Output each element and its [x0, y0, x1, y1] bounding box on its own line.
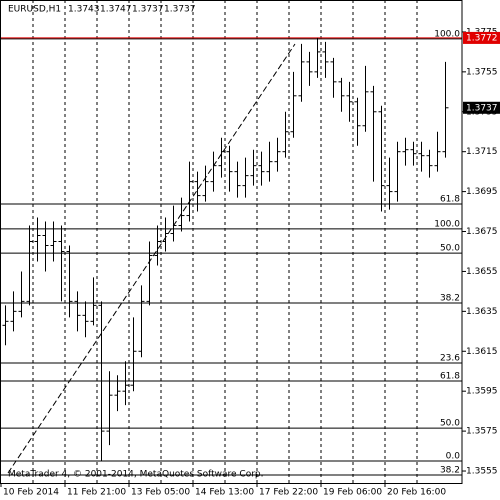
- y-tick-label: 1.3655: [466, 267, 498, 277]
- level-label: 38.2: [440, 293, 460, 303]
- x-tick-label: 11 Feb 21:00: [67, 488, 126, 498]
- watermark: MetaTrader 4, © 2001-2014, MetaQuotes So…: [8, 470, 264, 480]
- level-label: 50.0: [440, 419, 460, 429]
- x-tick-label: 17 Feb 22:00: [259, 488, 318, 498]
- symbol: EURUSD,H1: [8, 5, 61, 15]
- trend-line: [7, 43, 296, 474]
- quote-close: 1.3737: [164, 5, 196, 15]
- y-tick-label: 1.3675: [466, 227, 498, 237]
- axis-layer: 10 Feb 2014 11 Feb 21:00 13 Feb 05:00 14 Fe…: [0, 27, 500, 498]
- quote-high: 1.3747: [100, 5, 132, 15]
- grid-layer: [32, 0, 418, 483]
- level-label: 0.0: [446, 452, 461, 462]
- price-marker-label: 1.3737: [466, 103, 498, 113]
- levels-layer: 100.0 61.8 100.0 50.0 38.2 23.6 61.8 50.0 0.0 38.…: [0, 29, 462, 476]
- level-label: 61.8: [440, 194, 460, 204]
- x-tick-label: 10 Feb 2014: [3, 488, 59, 498]
- y-tick-label: 1.3555: [466, 467, 498, 477]
- plot-frame: [0, 0, 463, 484]
- y-tick-label: 1.3755: [466, 67, 498, 77]
- x-tick-label: 19 Feb 06:00: [323, 488, 382, 498]
- level-label: 100.0: [434, 29, 460, 39]
- quote-open: 1.3743: [68, 5, 100, 15]
- price-marker-label: 1.3772: [466, 33, 498, 43]
- y-tick-label: 1.3615: [466, 347, 498, 357]
- x-tick-label: 14 Feb 13:00: [195, 488, 254, 498]
- quote-low: 1.3737: [132, 5, 164, 15]
- level-label: 23.6: [440, 354, 460, 364]
- level-label: 38.2: [440, 466, 460, 476]
- y-tick-label: 1.3595: [466, 387, 498, 397]
- level-label: 50.0: [440, 244, 460, 254]
- x-tick-label: 20 Feb 16:00: [387, 488, 446, 498]
- bars-layer: [2, 37, 449, 462]
- y-tick-label: 1.3695: [466, 187, 498, 197]
- header: EURUSD,H1 1.3743 1.3747 1.3737 1.3737: [8, 5, 196, 15]
- level-label: 100.0: [434, 219, 460, 229]
- x-tick-label: 13 Feb 05:00: [131, 488, 190, 498]
- y-tick-label: 1.3715: [466, 147, 498, 157]
- y-tick-label: 1.3575: [466, 427, 498, 437]
- y-tick-label: 1.3635: [466, 307, 498, 317]
- price-marker: [463, 101, 500, 114]
- price-marker: [463, 31, 500, 44]
- level-label: 61.8: [440, 372, 460, 382]
